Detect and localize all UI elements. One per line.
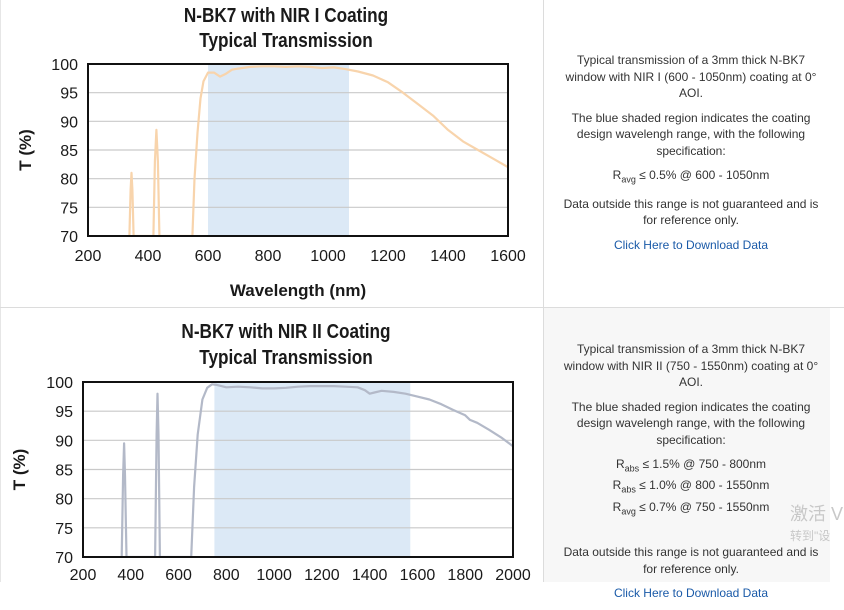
y-tick-label: 100 <box>46 375 73 392</box>
spec-symbol: R <box>612 168 622 182</box>
chart-cell-nir2: N-BK7 with NIR II Coating Typical Transmi… <box>0 308 544 582</box>
spec-value: ≤ 1.5% @ 750 - 800nm <box>642 457 767 471</box>
x-tick-label: 1400 <box>430 248 466 265</box>
chart-row-nir1: N-BK7 with NIR I Coating Typical Transmis… <box>0 0 844 308</box>
x-tick-label: 1000 <box>256 567 292 582</box>
x-tick-label: 400 <box>117 567 144 582</box>
y-tick-label: 90 <box>55 433 73 450</box>
spec-value: ≤ 0.7% @ 750 - 1550nm <box>639 499 770 514</box>
chart-title: N-BK7 with NIR I Coating <box>184 4 388 27</box>
x-tick-label: 600 <box>195 248 222 265</box>
description-cell-nir1: Typical transmission of a 3mm thick N-BK… <box>544 0 830 307</box>
y-tick-label: 75 <box>55 521 73 538</box>
spec-symbol: R <box>612 478 622 493</box>
disclaimer-text: Data outside this range is not guarantee… <box>563 196 819 228</box>
spec-symbol: R <box>615 457 625 471</box>
y-tick-label: 85 <box>55 463 73 480</box>
x-tick-label: 1800 <box>447 567 483 582</box>
x-tick-label: 1600 <box>400 567 436 582</box>
spec-subscript: abs <box>624 463 640 474</box>
x-tick-label: 800 <box>213 567 240 582</box>
chart-subtitle: Typical Transmission <box>199 29 373 52</box>
chart-title: N-BK7 with NIR II Coating <box>181 320 390 343</box>
spec-line: Rabs ≤ 1.5% @ 750 - 800nm <box>558 456 824 477</box>
x-tick-label: 1000 <box>310 248 346 265</box>
spec-subscript: avg <box>621 174 636 185</box>
y-tick-label: 95 <box>55 404 73 421</box>
transmission-series-line <box>120 383 513 557</box>
chart-row-nir2: N-BK7 with NIR II Coating Typical Transmi… <box>0 308 844 600</box>
y-tick-label: 100 <box>51 57 78 74</box>
x-tick-label: 400 <box>135 248 162 265</box>
download-data-link[interactable]: Click Here to Download Data <box>613 586 769 601</box>
shading-note: The blue shaded region indicates the coa… <box>571 399 811 447</box>
spec-subscript: avg <box>621 506 636 517</box>
plot-frame <box>87 63 509 237</box>
spec-line: Ravg ≤ 0.7% @ 750 - 1550nm <box>558 499 824 520</box>
x-tick-label: 1200 <box>304 567 340 582</box>
description-text: Typical transmission of a 3mm thick N-BK… <box>565 53 817 100</box>
activation-watermark-sub: 转到"设 <box>790 529 831 543</box>
y-axis-label: T (%) <box>16 129 35 171</box>
y-tick-label: 70 <box>60 229 78 246</box>
spec-line: Ravg ≤ 0.5% @ 600 - 1050nm <box>558 167 824 188</box>
spec-line: Rabs ≤ 1.0% @ 800 - 1550nm <box>558 477 824 498</box>
description-text: Typical transmission of a 3mm thick N-BK… <box>563 342 819 389</box>
download-data-link[interactable]: Click Here to Download Data <box>613 237 769 252</box>
x-tick-label: 1600 <box>490 248 526 265</box>
spec-subscript: abs <box>621 484 636 495</box>
spec-value: ≤ 0.5% @ 600 - 1050nm <box>639 168 770 182</box>
plot-frame <box>82 381 514 558</box>
spec-value: ≤ 1.0% @ 800 - 1550nm <box>639 478 770 493</box>
chart-nir2: N-BK7 with NIR II Coating Typical Transmi… <box>10 320 531 582</box>
chart-subtitle: Typical Transmission <box>199 346 373 369</box>
y-tick-label: 80 <box>55 492 73 509</box>
y-tick-label: 80 <box>60 172 78 189</box>
x-tick-label: 200 <box>70 567 97 582</box>
description-nir2: Typical transmission of a 3mm thick N-BK… <box>558 341 824 610</box>
x-tick-label: 2000 <box>495 567 531 582</box>
x-axis-label: Wavelength (nm) <box>230 281 366 300</box>
chart-cell-nir1: N-BK7 with NIR I Coating Typical Transmis… <box>0 0 544 307</box>
y-tick-label: 75 <box>60 200 78 217</box>
y-axis-label: T (%) <box>10 449 29 491</box>
x-tick-label: 1400 <box>352 567 388 582</box>
spec-symbol: R <box>612 499 622 514</box>
description-nir1: Typical transmission of a 3mm thick N-BK… <box>558 52 824 261</box>
disclaimer-text: Data outside this range is not guarantee… <box>563 545 819 576</box>
y-tick-label: 70 <box>55 550 73 567</box>
x-tick-label: 200 <box>75 248 102 265</box>
shading-note: The blue shaded region indicates the coa… <box>571 110 811 158</box>
transmission-series-line <box>128 65 508 236</box>
y-tick-label: 85 <box>60 143 78 160</box>
description-cell-nir2: Typical transmission of a 3mm thick N-BK… <box>544 308 830 600</box>
x-tick-label: 600 <box>165 567 192 582</box>
x-tick-label: 800 <box>255 248 282 265</box>
y-tick-label: 95 <box>60 86 78 103</box>
x-tick-label: 1200 <box>370 248 406 265</box>
activation-watermark: 激活 V <box>790 504 844 524</box>
y-tick-label: 90 <box>60 114 78 131</box>
